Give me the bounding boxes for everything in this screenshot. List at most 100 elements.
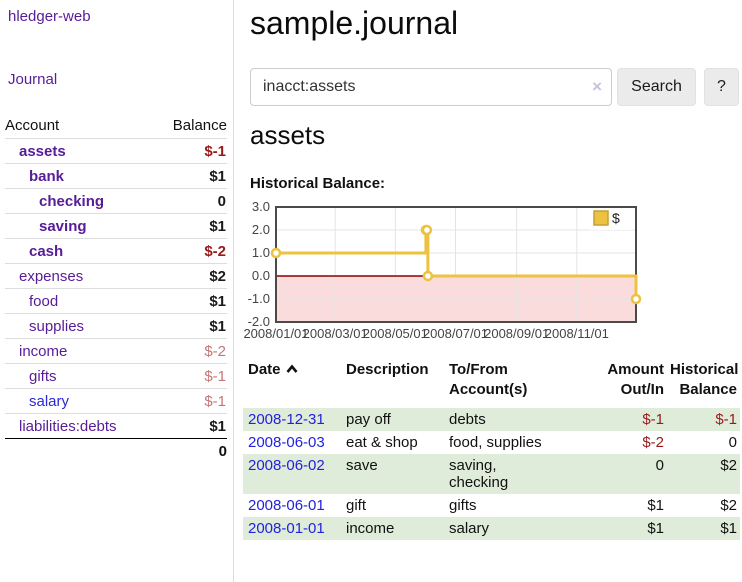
transaction-date-cell[interactable]: 2008-06-01 [243,494,343,517]
transaction-date-link[interactable]: 2008-12-31 [248,411,325,428]
account-link-bank[interactable]: bank [29,167,65,185]
svg-text:2008/09/01: 2008/09/01 [484,326,549,341]
sidebar: hledger-web Journal Account Balance asse… [0,0,234,582]
account-row: supplies $1 [5,313,227,338]
register-header-row: Date Description To/From Account(s) Amou… [243,358,740,408]
account-link-supplies[interactable]: supplies [29,317,85,335]
account-link-checking[interactable]: checking [39,192,105,210]
account-link-cash[interactable]: cash [29,242,64,260]
transaction-row: 2008-12-31 pay off debts $-1 $-1 [243,408,740,431]
account-row: liabilities:debts $1 [5,413,227,438]
transaction-date-link[interactable]: 2008-06-02 [248,457,325,474]
account-row: salary $-1 [5,388,227,413]
search-button[interactable]: Search [617,68,696,106]
account-link-income[interactable]: income [19,342,68,360]
accounts-table-header: Account Balance [5,112,227,138]
transaction-description-cell: income [346,520,395,537]
transaction-amount-cell: 0 [655,457,664,474]
register-table: Date Description To/From Account(s) Amou… [243,358,740,540]
transaction-accounts-cell: debts [449,411,486,428]
transaction-amount-cell: $1 [647,520,664,537]
page-title: sample.journal [250,5,459,41]
transaction-description-cell: gift [346,497,367,514]
account-row: assets $-1 [5,138,227,163]
accounts-table: Account Balance assets $-1 bank $1 checking 0… [5,112,227,463]
accounts-total-value: 0 [218,442,227,460]
account-balance: $1 [209,292,226,310]
transaction-balance-cell: $2 [720,497,737,514]
transaction-date-link[interactable]: 2008-06-01 [248,497,325,514]
svg-text:$: $ [612,210,620,226]
account-link-liabilities-debts[interactable]: liabilities:debts [19,417,117,435]
transaction-amount-cell: $-1 [642,411,664,428]
account-balance: $1 [209,317,226,335]
account-balance: $1 [209,167,226,185]
svg-text:2008/03/01: 2008/03/01 [303,326,368,341]
transaction-amount-cell: $1 [647,497,664,514]
balance-column-header: Balance [172,116,227,134]
svg-text:-1.0: -1.0 [248,291,270,306]
transaction-accounts-cell: salary [449,520,490,537]
search-form: × [250,68,612,106]
account-balance: $1 [209,417,226,435]
svg-text:-2.0: -2.0 [248,314,270,329]
register-body: 2008-12-31 pay off debts $-1 $-1 2008-06-03 ea… [243,408,740,540]
transaction-balance-cell: $2 [720,457,737,474]
balance-column-header: Historical Balance [670,361,739,398]
account-row: expenses $2 [5,263,227,288]
account-link-assets[interactable]: assets [19,142,66,160]
help-button[interactable]: ? [704,68,739,106]
account-balance: $-2 [204,242,226,260]
clear-search-icon[interactable]: × [592,77,602,96]
tofrom-column-header: To/From Account(s) [449,361,528,398]
transaction-accounts-cell: saving, checking [449,457,509,491]
transaction-date-cell[interactable]: 2008-06-02 [243,454,343,494]
account-balance: $-1 [204,367,226,385]
transaction-row: 2008-01-01 income salary $1 $1 [243,517,740,540]
account-link-expenses[interactable]: expenses [19,267,84,285]
account-balance: $-1 [204,142,226,160]
transaction-row: 2008-06-01 gift gifts $1 $2 [243,494,740,517]
date-column-header[interactable]: Date [243,358,343,402]
search-input[interactable] [250,68,612,106]
transaction-date-cell[interactable]: 2008-01-01 [243,517,343,540]
svg-text:0.0: 0.0 [252,268,270,283]
account-row: income $-2 [5,338,227,363]
account-row: cash $-2 [5,238,227,263]
transaction-row: 2008-06-02 save saving, checking 0 $2 [243,454,740,494]
historical-balance-chart: 2008/01/012008/03/012008/05/012008/07/01… [243,199,642,341]
transaction-amount-cell: $-2 [642,434,664,451]
svg-text:2008/07/01: 2008/07/01 [423,326,488,341]
account-link-food[interactable]: food [29,292,59,310]
transaction-date-cell[interactable]: 2008-06-03 [243,431,343,454]
transaction-date-cell[interactable]: 2008-12-31 [243,408,343,431]
svg-text:2.0: 2.0 [252,222,270,237]
transaction-description-cell: pay off [346,411,391,428]
transaction-balance-cell: $1 [720,520,737,537]
hledger-web-link[interactable]: hledger-web [8,8,91,25]
transaction-description-cell: eat & shop [346,434,418,451]
account-row: bank $1 [5,163,227,188]
legend-swatch [593,210,609,226]
transaction-date-link[interactable]: 2008-06-03 [248,434,325,451]
account-column-header: Account [5,116,60,134]
transaction-row: 2008-06-03 eat & shop food, supplies $-2 0 [243,431,740,454]
transaction-date-link[interactable]: 2008-01-01 [248,520,325,537]
account-balance: $-2 [204,342,226,360]
account-heading: assets [250,120,326,150]
transaction-accounts-cell: gifts [449,497,477,514]
accounts-total-row: 0 [5,438,227,463]
description-column-header: Description [346,361,429,378]
account-balance: $-1 [204,392,226,410]
svg-text:2008/11/01: 2008/11/01 [545,326,609,341]
svg-text:1.0: 1.0 [252,245,270,260]
account-link-salary[interactable]: salary [29,392,70,410]
account-row: gifts $-1 [5,363,227,388]
account-link-gifts[interactable]: gifts [29,367,57,385]
journal-link[interactable]: Journal [8,71,58,88]
account-row: saving $1 [5,213,227,238]
account-link-saving[interactable]: saving [39,217,87,235]
svg-text:2008/05/01: 2008/05/01 [363,326,428,341]
historical-balance-label: Historical Balance: [250,175,386,192]
svg-text:2008/01/01: 2008/01/01 [243,326,308,341]
